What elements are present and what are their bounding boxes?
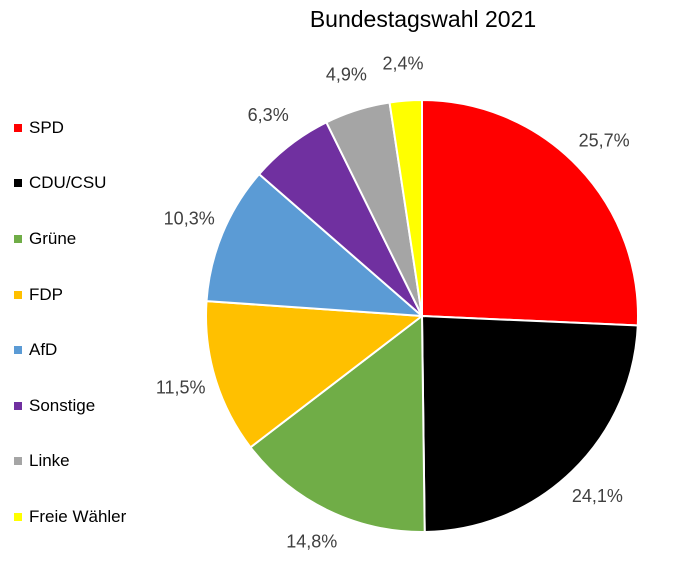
legend-label: CDU/CSU — [29, 173, 107, 193]
data-label: 14,8% — [286, 531, 337, 551]
legend-item: Linke — [14, 434, 126, 490]
legend-item: FDP — [14, 267, 126, 323]
data-label: 24,1% — [572, 486, 623, 506]
legend-swatch — [14, 457, 22, 466]
legend-swatch — [14, 401, 22, 410]
pie-slice — [421, 98, 639, 327]
data-label: 25,7% — [579, 131, 630, 151]
pie-slice — [205, 172, 425, 318]
legend: SPD CDU/CSU Grüne FDP AfD Sonstige Linke Freie … — [14, 100, 126, 545]
pie-slice — [420, 314, 639, 533]
legend-label: FDP — [29, 284, 63, 304]
legend-swatch — [14, 512, 22, 521]
legend-swatch — [14, 290, 22, 299]
pie-slice — [249, 313, 426, 533]
data-label: 10,3% — [164, 208, 215, 228]
legend-item: AfD — [14, 322, 126, 378]
legend-item: Grüne — [14, 211, 126, 267]
legend-label: SPD — [29, 117, 64, 137]
legend-label: Grüne — [29, 228, 77, 248]
legend-label: Sonstige — [29, 395, 96, 415]
data-label: 4,9% — [326, 64, 367, 84]
data-label: 6,3% — [248, 105, 289, 125]
pie-slice — [205, 300, 425, 449]
legend-swatch — [14, 346, 22, 355]
legend-swatch — [14, 123, 22, 132]
legend-item: CDU/CSU — [14, 156, 126, 212]
legend-item: Sonstige — [14, 378, 126, 434]
legend-item: Freie Wähler — [14, 489, 126, 545]
legend-swatch — [14, 234, 22, 243]
legend-swatch — [14, 179, 22, 188]
legend-item: SPD — [14, 100, 126, 156]
chart-title: Bundestagswahl 2021 — [309, 6, 537, 32]
legend-label: Freie Wähler — [29, 506, 127, 526]
data-label: 2,4% — [382, 53, 423, 73]
data-label: 11,5% — [156, 377, 206, 397]
legend-label: Linke — [29, 451, 70, 471]
legend-label: AfD — [29, 340, 58, 360]
pie-slice — [388, 98, 423, 317]
